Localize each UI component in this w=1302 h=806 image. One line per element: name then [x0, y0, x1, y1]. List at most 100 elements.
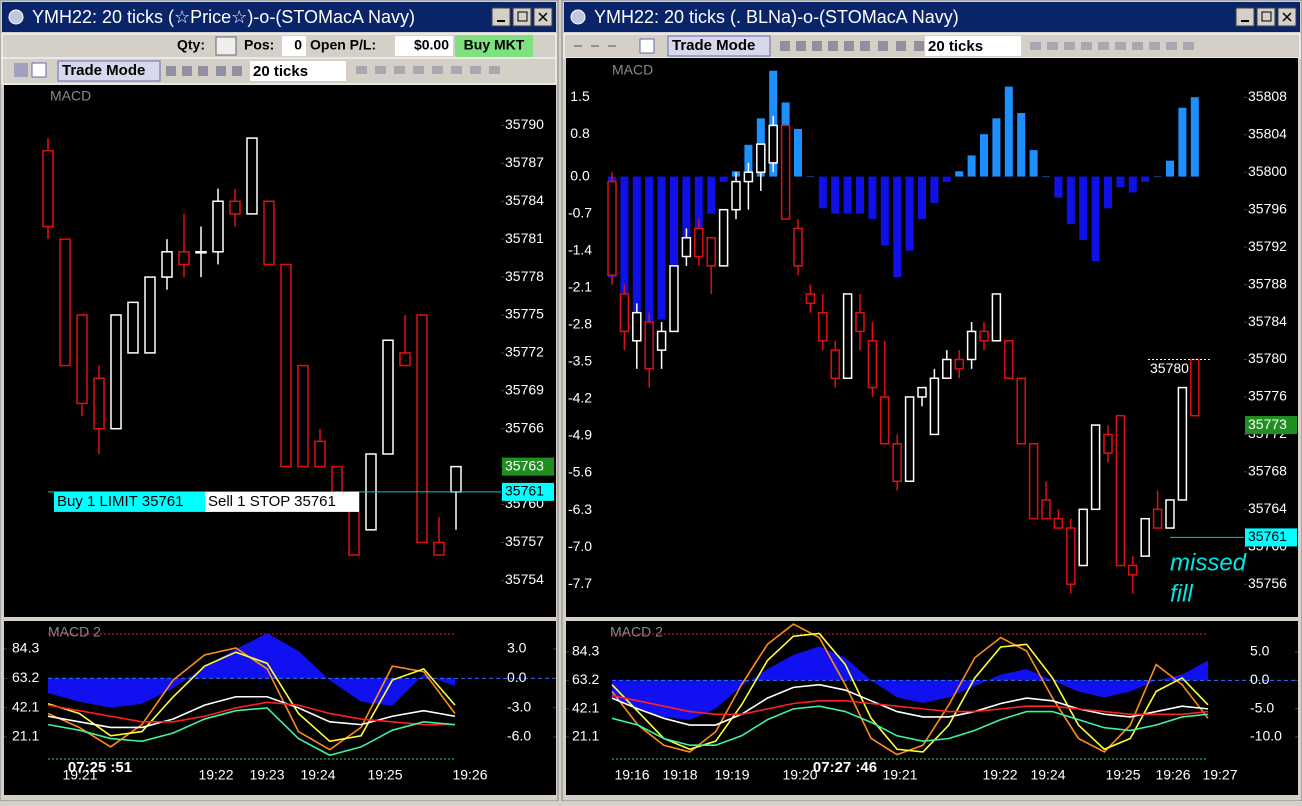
candle-body	[1028, 443, 1039, 520]
toolbar-icon[interactable]	[780, 41, 790, 51]
trade-mode-button[interactable]	[57, 60, 161, 82]
toolbar-icon[interactable]	[232, 66, 242, 76]
sell-order-box[interactable]	[205, 491, 359, 512]
candle-body	[110, 314, 122, 430]
trade-mode-button[interactable]	[667, 35, 771, 57]
y-tick-label: 84.3	[572, 643, 599, 659]
toolbar-icon[interactable]	[844, 41, 854, 51]
candle-body	[830, 349, 840, 379]
toolbar-icon[interactable]	[796, 41, 806, 51]
toolbar-icon[interactable]	[182, 66, 192, 76]
candle-body	[1103, 433, 1113, 454]
macd-bar	[1153, 176, 1162, 178]
toolbar-icon[interactable]	[1183, 42, 1194, 50]
high-label: 35780	[1150, 360, 1189, 376]
macd-bar	[1004, 86, 1013, 177]
toolbar-icon[interactable]	[639, 38, 655, 54]
y-tick-label: 35808	[1248, 88, 1287, 104]
toolbar-icon[interactable]	[878, 41, 888, 51]
candle-body	[929, 377, 940, 436]
toolbar-icon[interactable]	[413, 66, 424, 74]
oscillator-line	[611, 705, 1209, 747]
macd-bar	[794, 128, 802, 177]
toolbar-icon[interactable]	[31, 62, 47, 78]
time-label: 07:27 :46	[813, 759, 877, 776]
candle-body	[966, 330, 977, 361]
toolbar-icon[interactable]	[14, 63, 28, 77]
y-tick-label: 35790	[505, 116, 544, 132]
macd-tick-label: -4.2	[568, 390, 592, 406]
macd-bar	[1116, 176, 1125, 188]
buy-market-label[interactable]: Buy MKT	[464, 37, 525, 53]
toolbar-icon[interactable]	[812, 41, 822, 51]
toolbar-icon[interactable]	[1115, 42, 1126, 50]
toolbar-icon[interactable]	[1098, 42, 1109, 50]
toolbar-icon[interactable]	[828, 41, 838, 51]
toolbar-icon[interactable]	[896, 41, 906, 51]
macd-bar	[955, 171, 964, 177]
window-max-button[interactable]	[512, 7, 532, 27]
toolbar-icon[interactable]	[1030, 42, 1041, 50]
x-tick-label: 19:21	[882, 767, 917, 783]
toolbar-icon[interactable]	[375, 66, 386, 74]
toolbar-icon[interactable]	[166, 66, 176, 76]
toolbar-icon[interactable]	[470, 66, 481, 74]
toolbar-icon[interactable]	[394, 66, 405, 74]
candle-body	[399, 352, 411, 367]
window-min-button[interactable]	[1235, 7, 1255, 27]
toolbar-icon[interactable]	[860, 41, 870, 51]
toolbar-icon[interactable]	[198, 66, 208, 76]
candle-body	[280, 263, 292, 468]
pos-box	[282, 36, 306, 56]
toolbar-icon[interactable]	[451, 66, 462, 74]
buy-market-button[interactable]	[455, 35, 533, 57]
oscillator-line	[47, 651, 456, 743]
toolbar-icon[interactable]	[1149, 42, 1160, 50]
qty-icon[interactable]	[215, 36, 237, 56]
window-min-button[interactable]	[491, 7, 511, 27]
pos-value: 0	[294, 37, 302, 53]
y-tick-label: 42.1	[12, 698, 39, 714]
time-label: 07:25 :51	[68, 759, 132, 776]
toolbar-icon[interactable]	[216, 66, 226, 76]
macd-bar	[930, 176, 939, 204]
trade-mode: Trade Mode	[62, 62, 145, 79]
x-tick-label: 19:25	[367, 767, 402, 783]
oscillator-line	[47, 695, 456, 729]
price-marker	[502, 482, 554, 501]
window-title: YMH22: 20 ticks (☆Price☆)-o-(STOMacA Nav…	[32, 7, 415, 27]
sell-order-label[interactable]: Sell 1 STOP 35761	[208, 493, 336, 510]
buy-order-label[interactable]: Buy 1 LIMIT 35761	[57, 493, 183, 510]
macd-tick-label: 0.0	[570, 167, 590, 183]
y-tick-label: 35756	[1248, 575, 1287, 591]
toolbar-icon[interactable]	[356, 66, 367, 74]
window-max-button[interactable]	[1256, 7, 1276, 27]
toolbar-icon[interactable]	[489, 66, 500, 74]
panel-label: MACD	[612, 62, 653, 78]
macd-bar	[806, 176, 815, 178]
toolbar-icon[interactable]	[1081, 42, 1092, 50]
y-tick-label: 21.1	[12, 728, 39, 744]
buy-order-box[interactable]	[54, 491, 205, 512]
title-bar	[2, 2, 556, 32]
y-tick-label: 35792	[1248, 238, 1287, 254]
toolbar-icon[interactable]	[1064, 42, 1075, 50]
toolbar-icon[interactable]	[914, 41, 924, 51]
x-tick-label: 19:18	[662, 767, 697, 783]
toolbar-icon[interactable]	[1132, 42, 1143, 50]
interval-box[interactable]	[925, 36, 1021, 56]
y-tick-label: 35769	[505, 382, 544, 398]
price-marker-label: 35763	[505, 457, 544, 473]
toolbar-icon[interactable]	[432, 66, 443, 74]
macd-tick-label: -6.3	[568, 501, 592, 517]
toolbar-icon[interactable]	[1047, 42, 1058, 50]
interval-box[interactable]	[250, 61, 346, 81]
candle-body	[681, 237, 692, 258]
y-tick-label: 35768	[1248, 463, 1287, 479]
x-tick-label: 19:23	[249, 767, 284, 783]
x-tick-label: 19:20	[782, 767, 817, 783]
toolbar-icon[interactable]	[1166, 42, 1177, 50]
macd-bar	[967, 155, 976, 177]
y-tick-label: 63.2	[12, 669, 39, 685]
